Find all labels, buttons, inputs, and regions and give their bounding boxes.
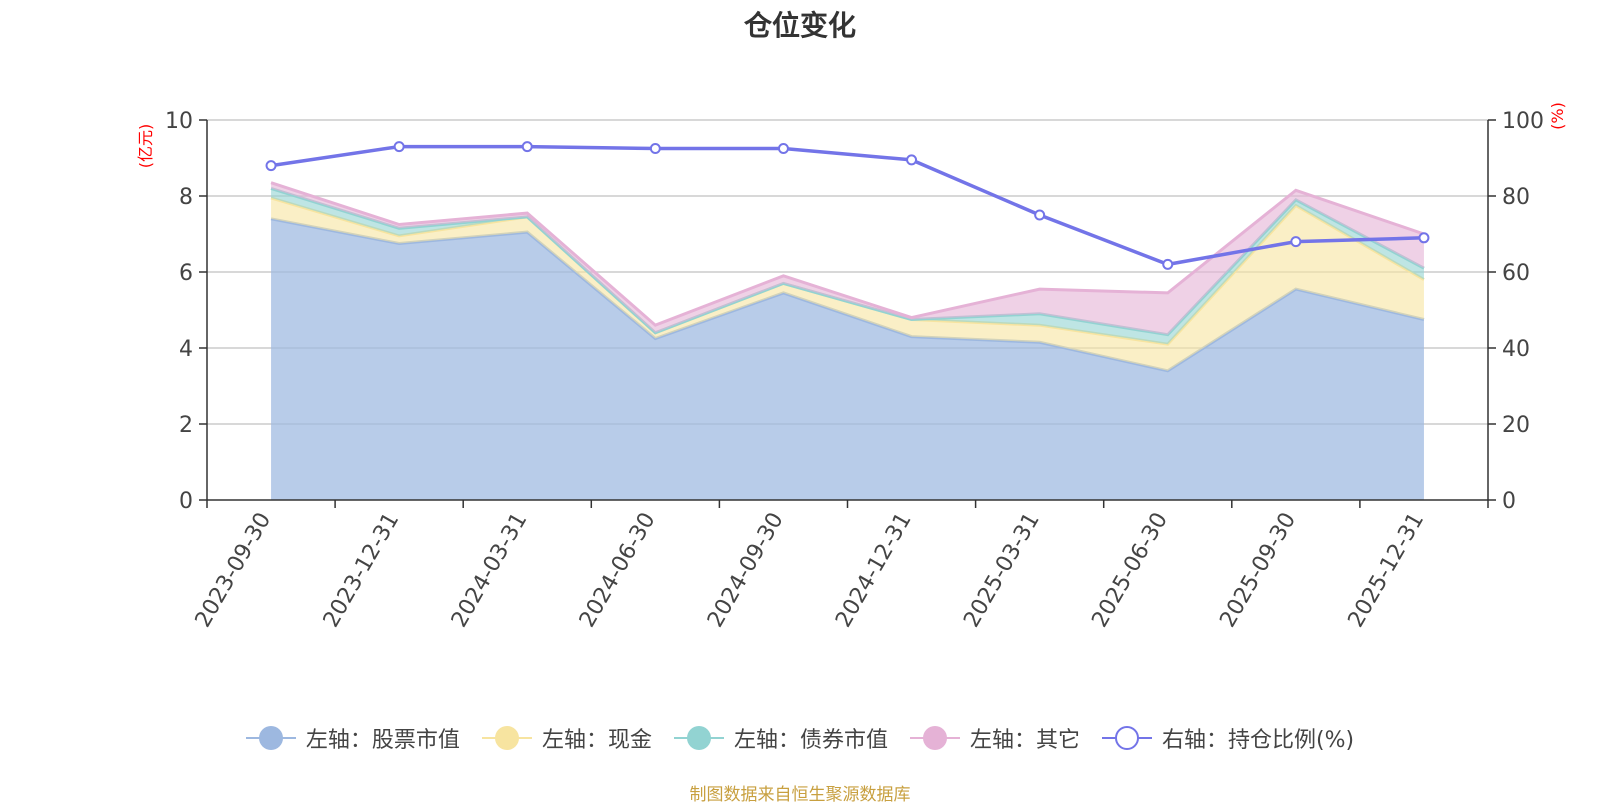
holding-ratio-point <box>649 143 661 154</box>
holding-ratio-point <box>393 141 405 153</box>
legend-dot <box>922 726 947 750</box>
left-axis-tick-label: 2 <box>179 413 193 438</box>
legend-dot <box>1114 726 1139 750</box>
area-edge-series-4 <box>270 181 1425 327</box>
line-series <box>265 141 1430 270</box>
legend-label: 左轴：其它 <box>969 728 1080 753</box>
x-axis-tick-label: 2024-03-31 <box>447 509 533 632</box>
left-axis-tick-label: 8 <box>179 185 193 210</box>
legend-label: 左轴：现金 <box>541 728 652 753</box>
legend-label: 右轴：持仓比例(%) <box>1161 728 1355 753</box>
right-axis-tick-label: 20 <box>1502 413 1530 438</box>
legend-item[interactable]: 左轴：债券市值 <box>673 722 888 754</box>
x-axis-tick-label: 2024-12-31 <box>831 509 917 632</box>
legend-dot <box>258 726 283 750</box>
holding-ratio-point <box>1034 209 1046 221</box>
area-fill-series-2 <box>271 197 1424 371</box>
right-axis-tick-label: 80 <box>1502 185 1530 210</box>
x-axis-tick-label: 2023-12-31 <box>319 509 405 632</box>
right-axis-unit-label: (%) <box>1548 102 1567 130</box>
left-axis-unit-label: (亿元) <box>136 124 155 169</box>
area-fill-series-1 <box>271 218 1424 501</box>
left-axis-tick-label: 0 <box>179 489 193 514</box>
x-axis-tick-label: 2024-06-30 <box>575 509 661 632</box>
right-axis-tick-label: 0 <box>1502 489 1516 514</box>
legend: 左轴：股票市值 左轴：现金 左轴：债券市值 左轴：其它 右轴：持仓比例(%) <box>0 722 1600 754</box>
right-axis-tick-label: 60 <box>1502 261 1530 286</box>
holding-ratio-point <box>1290 236 1302 248</box>
holding-ratio-point <box>777 143 789 154</box>
holding-ratio-line <box>270 144 1425 267</box>
x-axis-tick-label: 2024-09-30 <box>703 509 789 632</box>
legend-item[interactable]: 左轴：其它 <box>909 722 1080 754</box>
left-axis-tick-label: 10 <box>165 109 193 134</box>
holding-ratio-point <box>1162 258 1174 270</box>
x-axis-tick-label: 2025-12-31 <box>1344 509 1430 632</box>
legend-symbol <box>1101 726 1152 750</box>
source-note: 制图数据来自恒生聚源数据库 <box>689 785 911 805</box>
left-axis-tick-label: 6 <box>179 261 193 286</box>
x-axis-tick-label: 2025-06-30 <box>1087 509 1173 632</box>
right-axis-tick-label: 100 <box>1502 109 1544 134</box>
legend-dot <box>686 726 711 750</box>
legend-symbol <box>245 726 296 750</box>
legend-item[interactable]: 右轴：持仓比例(%) <box>1101 722 1355 754</box>
x-axis-tick-label: 2025-09-30 <box>1215 509 1301 632</box>
right-axis-tick-label: 40 <box>1502 337 1530 362</box>
x-axis-tick-label: 2023-09-30 <box>191 509 277 632</box>
legend-label: 左轴：债券市值 <box>733 728 888 753</box>
x-axis-tick-label: 2025-03-31 <box>959 509 1045 632</box>
legend-symbol <box>481 726 532 750</box>
area-fill-series-4 <box>271 182 1424 335</box>
holding-ratio-point <box>521 141 533 153</box>
legend-item[interactable]: 左轴：股票市值 <box>245 722 460 754</box>
legend-symbol <box>673 726 724 750</box>
holding-ratio-point <box>265 160 277 172</box>
left-axis-tick-label: 4 <box>179 337 193 362</box>
legend-dot <box>494 726 519 750</box>
legend-label: 左轴：股票市值 <box>305 728 460 753</box>
holding-ratio-point <box>906 154 918 166</box>
holding-ratio-point <box>1418 232 1430 244</box>
legend-symbol <box>909 726 960 750</box>
legend-item[interactable]: 左轴：现金 <box>481 722 652 754</box>
chart-title: 仓位变化 <box>743 9 856 42</box>
area-edge-series-3 <box>270 186 1425 337</box>
area-series <box>270 181 1425 501</box>
